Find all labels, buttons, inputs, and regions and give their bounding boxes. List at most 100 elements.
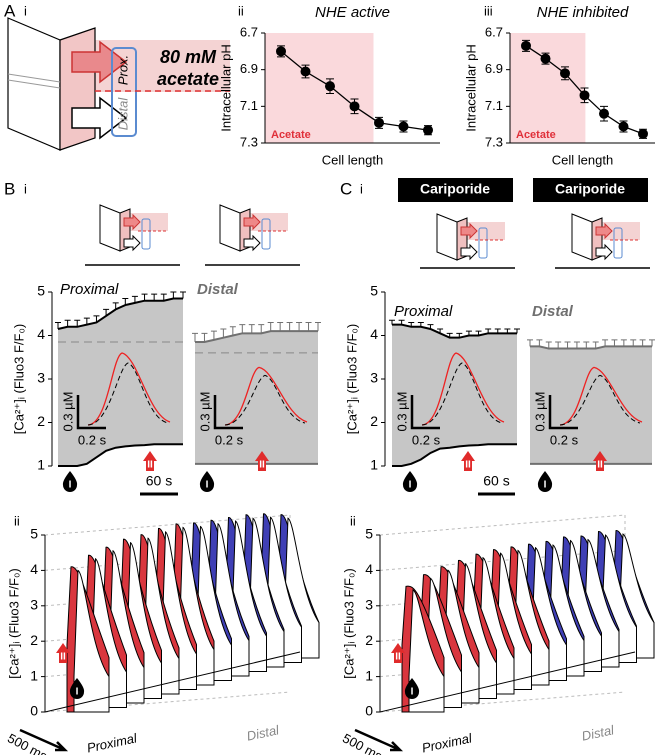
y-tick-label: 6.9 (485, 61, 503, 76)
panel-sublabel: i (360, 181, 363, 196)
trace-title: Proximal (394, 303, 453, 320)
marker-label: II (147, 460, 153, 471)
inset-curve (87, 352, 171, 426)
point (325, 81, 335, 92)
y-tick-label: 3 (365, 597, 373, 613)
error-bar (611, 339, 618, 347)
panel-sublabel: i (24, 181, 27, 196)
marker-ii: II (461, 451, 475, 471)
marker-i: I (62, 471, 78, 492)
mini-diagram (85, 204, 650, 269)
error-bar (220, 328, 227, 338)
point (599, 108, 609, 119)
inset-amplitude: 0.3 µM (532, 391, 547, 431)
area (195, 331, 318, 464)
error-bar (286, 321, 293, 332)
error-bar (267, 321, 274, 332)
trace-title: Distal (197, 281, 239, 298)
drug-label: Cariporide (555, 181, 625, 197)
marker-ii: II (391, 643, 405, 663)
point (276, 46, 286, 57)
error-bar (630, 339, 637, 347)
y-tick-label: 5 (370, 283, 378, 299)
panel-sublabel: ii (238, 3, 244, 18)
y-tick-label: 1 (30, 667, 38, 683)
marker-i: I (199, 471, 215, 492)
y-tick-label: 3 (30, 597, 38, 613)
front-label: Proximal (85, 730, 139, 755)
scale-bar (213, 395, 243, 430)
marker-label: II (60, 652, 66, 663)
trace-title: Distal (532, 303, 574, 320)
y-tick-label: 7.1 (485, 98, 503, 113)
y-tick-label: 7.3 (485, 134, 503, 149)
y-axis-label: Intracellular pH (218, 44, 233, 131)
y-tick-label: 1 (370, 457, 378, 473)
error-bar (248, 324, 255, 334)
y-tick-label: 7.1 (240, 98, 258, 113)
y-tick-label: 5 (37, 283, 45, 299)
error-bar (141, 293, 148, 301)
annotation: Acetate (516, 129, 556, 141)
error-bar (64, 319, 71, 327)
lower-trace (392, 443, 517, 467)
transient-face (73, 569, 110, 713)
y-axis-label: [Ca²⁺]ᵢ (Fluo3 F/F₀) (11, 324, 26, 434)
grid-line (379, 514, 626, 536)
panel-sublabel: i (24, 3, 27, 18)
y-tick-label: 0 (30, 703, 38, 719)
inset-amplitude: 0.3 µM (197, 391, 212, 431)
y-tick-label: 4 (37, 326, 45, 342)
marker-i: I (402, 471, 418, 492)
error-bar (649, 339, 655, 347)
panel-label: A (4, 1, 16, 20)
error-bar (151, 293, 158, 301)
point (521, 40, 531, 51)
error-bar (564, 341, 571, 349)
area (530, 346, 652, 464)
drug-box (398, 178, 513, 202)
drug-label: Cariporide (420, 181, 490, 197)
error-bar (620, 339, 627, 347)
marker-label: I (409, 480, 412, 491)
inset-duration: 0.2 s (215, 432, 244, 447)
error-bar (74, 319, 81, 327)
y-tick-label: 7.3 (240, 134, 258, 149)
point (560, 68, 570, 79)
y-tick-label: 6.7 (240, 24, 258, 39)
marker-ii: II (56, 643, 70, 663)
inset-curve (421, 352, 505, 426)
point (540, 53, 551, 64)
y-tick-label: 2 (370, 413, 378, 429)
marker-label: I (206, 480, 209, 491)
error-bar (258, 324, 265, 334)
point (579, 90, 590, 101)
error-bar (55, 321, 61, 329)
marker-i: I (404, 678, 420, 699)
error-bar (592, 341, 599, 349)
back-label: Distal (580, 722, 616, 744)
error-bar (583, 341, 590, 349)
concentration: 80 mM (160, 47, 217, 67)
distal-label: Distal (115, 97, 130, 131)
trace-title: Proximal (60, 281, 119, 298)
marker-shape (199, 471, 215, 492)
y-tick-label: 2 (365, 632, 373, 648)
y-axis-label: [Ca²⁺]ᵢ (Fluo3 F/F₀) (6, 568, 21, 678)
time-arrow (19, 728, 69, 752)
marker-ii: II (593, 451, 607, 471)
y-axis-label: [Ca²⁺]ᵢ (Fluo3 F/F₀) (344, 324, 359, 434)
point (398, 121, 409, 132)
point (423, 125, 433, 136)
y-axis-label: [Ca²⁺]ᵢ (Fluo3 F/F₀) (341, 568, 356, 678)
scale-bar (76, 395, 106, 430)
error-bar (239, 324, 246, 334)
shaded-region (510, 33, 586, 143)
error-bar (201, 332, 208, 343)
panel-sublabel: iii (484, 3, 493, 18)
error-bar (122, 298, 129, 306)
marker-shape (255, 451, 269, 471)
error-bar (83, 317, 90, 325)
area (58, 298, 183, 466)
y-tick-label: 5 (30, 526, 38, 542)
